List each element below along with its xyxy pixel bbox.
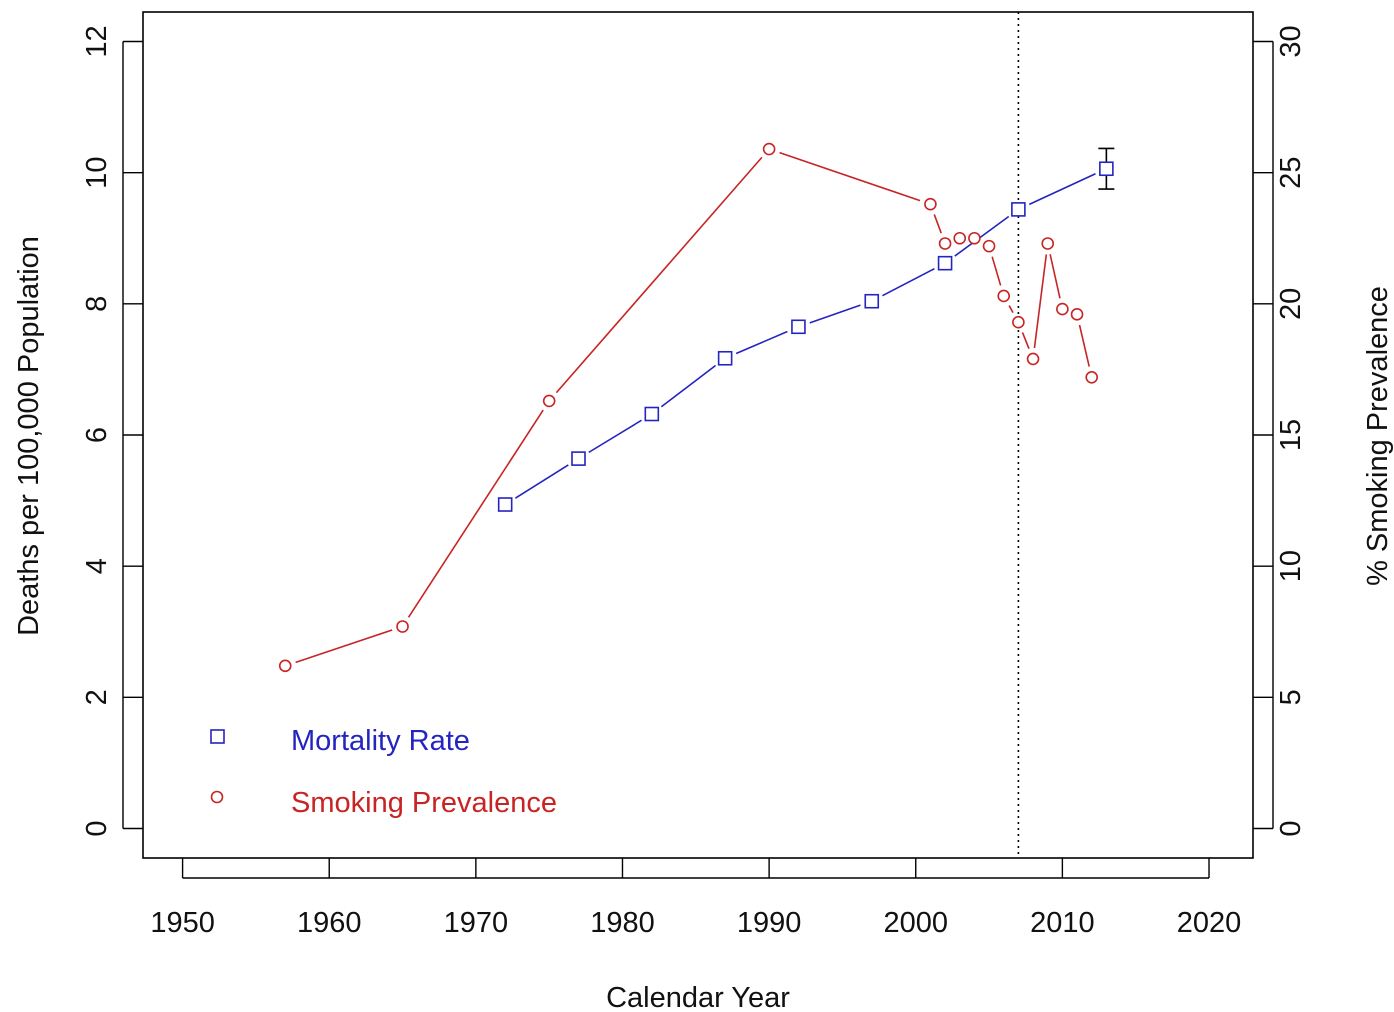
smoking-line-segment (295, 629, 393, 664)
smoking-line-segment (555, 156, 763, 394)
smoking-point (278, 659, 292, 673)
smoking-point (762, 142, 776, 156)
mortality-line-segment (882, 267, 935, 297)
x-tick-label: 1970 (444, 907, 509, 939)
x-tick-label: 1980 (590, 907, 655, 939)
y-left-tick-label: 4 (81, 558, 113, 574)
y-left-tick-label: 12 (81, 25, 113, 57)
plot-area (278, 142, 1115, 673)
y-right-tick-label: 20 (1275, 288, 1307, 320)
y-left-tick-label: 10 (81, 157, 113, 189)
smoking-point (396, 620, 409, 633)
x-tick-label: 1950 (150, 907, 215, 939)
y-right-axis-title: % Smoking Prevalence (1362, 286, 1394, 586)
mortality-point (571, 451, 586, 466)
smoking-line-segment (933, 214, 942, 234)
y-left-tick-label: 6 (81, 427, 113, 443)
y-left-tick-label: 2 (81, 689, 113, 705)
x-axis-title: Calendar Year (606, 982, 790, 1012)
smoking-point (924, 197, 937, 211)
smoking-line-segment (779, 151, 921, 202)
mortality-point (791, 319, 806, 335)
smoking-line-segment (407, 409, 544, 618)
smoking-line-segment (991, 256, 1002, 286)
legend-smoking-label: Smoking Prevalence (291, 787, 557, 819)
smoking-point (1012, 315, 1025, 329)
y-right-tick-label: 25 (1275, 157, 1307, 189)
smoking-line-segment (1049, 254, 1061, 299)
y-left-axis-title: Deaths per 100,000 Population (13, 236, 45, 636)
legend: Mortality Rate Smoking Prevalence (210, 725, 557, 819)
mortality-line-segment (514, 464, 569, 499)
mortality-line-segment (954, 215, 1010, 257)
smoking-point (938, 237, 952, 250)
mortality-point (644, 406, 660, 422)
x-tick-label: 2010 (1030, 907, 1095, 939)
smoking-point (968, 231, 981, 245)
y-right-tick-label: 15 (1275, 419, 1307, 451)
y-left-tick-label: 8 (81, 296, 113, 312)
y-right-tick-label: 30 (1275, 25, 1307, 57)
mortality-line-segment (660, 364, 717, 408)
smoking-point (1056, 302, 1069, 316)
smoking-line-segment (1078, 324, 1090, 367)
x-tick-label: 2000 (883, 907, 948, 939)
mortality-line-segment (1028, 173, 1096, 206)
x-tick-label: 2020 (1177, 907, 1242, 939)
y-right-tick-label: 0 (1275, 820, 1307, 836)
smoking-line-segment (1033, 254, 1048, 349)
legend-smoking-marker (210, 790, 224, 804)
mortality-line-segment (588, 419, 642, 454)
axes: 1950 1960 1970 1980 1990 2000 2010 202002468101… (13, 11, 1394, 1012)
mortality-point (1099, 161, 1114, 177)
smoking-line-segment (1008, 305, 1014, 313)
mortality-line-segment (809, 304, 861, 324)
smoking-point (997, 289, 1011, 303)
smoking-point (982, 239, 996, 253)
legend-mortality-marker (210, 729, 225, 744)
mortality-point (497, 497, 513, 512)
smoking-point (1026, 352, 1040, 366)
smoking-point (542, 394, 556, 408)
smoking-point (1070, 308, 1084, 321)
mortality-point (717, 350, 733, 366)
smoking-line-segment (1021, 332, 1030, 350)
y-right-tick-label: 5 (1275, 689, 1307, 705)
mortality-point (937, 255, 953, 271)
x-tick-label: 1960 (297, 907, 362, 939)
y-right-tick-label: 10 (1275, 550, 1307, 582)
x-tick-label: 1990 (737, 907, 802, 939)
mortality-line-segment (735, 330, 788, 355)
mortality-point (864, 293, 880, 309)
smoking-point (1041, 237, 1055, 250)
smoking-point (1085, 370, 1099, 384)
mortality-point (1011, 202, 1026, 217)
smoking-point (953, 231, 967, 245)
legend-mortality-label: Mortality Rate (291, 725, 470, 757)
y-left-tick-label: 0 (81, 820, 113, 836)
